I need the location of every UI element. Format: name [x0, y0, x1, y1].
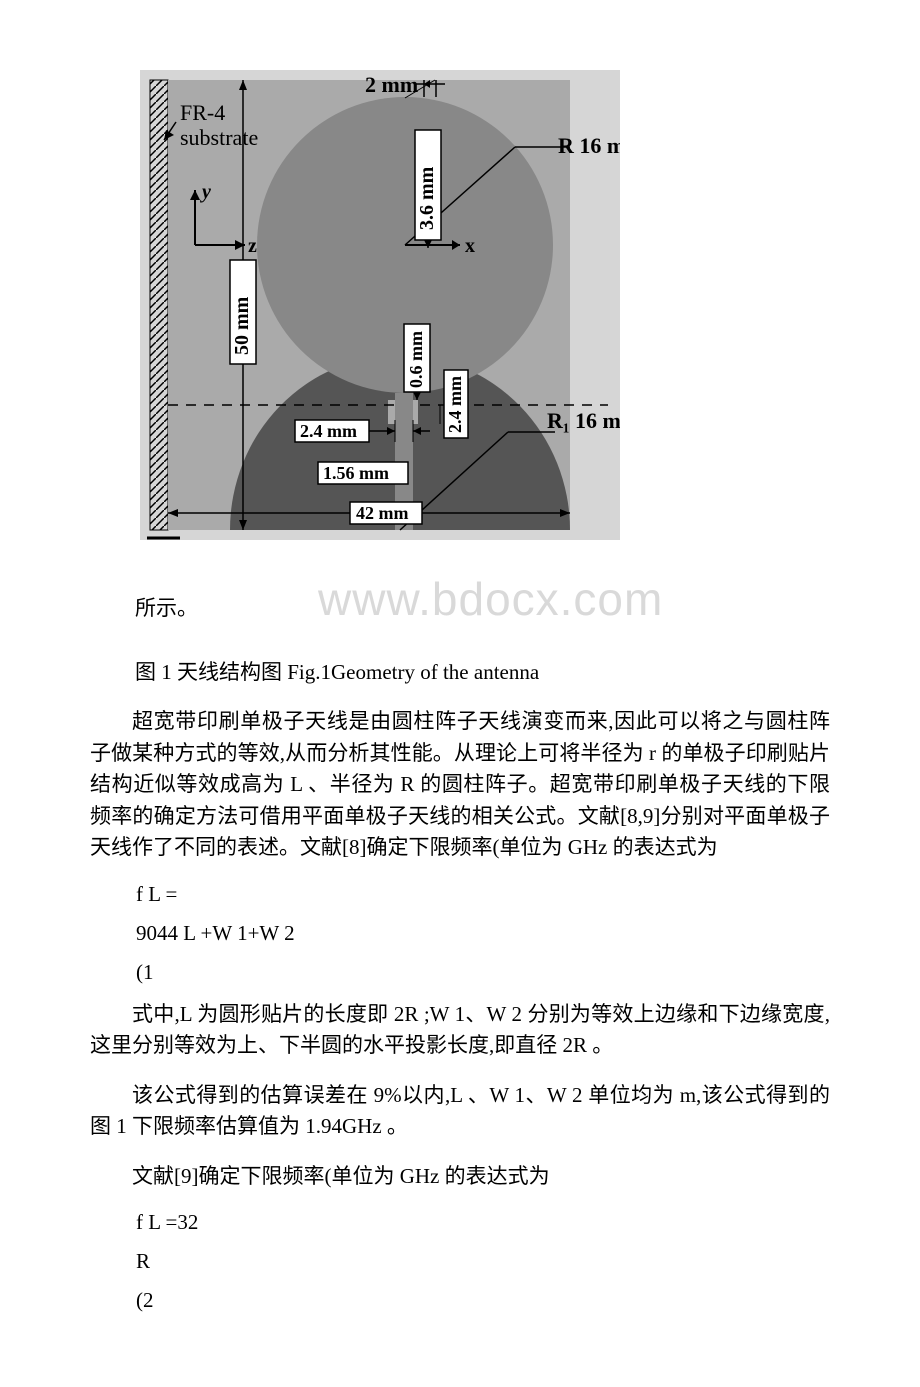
label-feed-h: 2.4 mm	[445, 376, 465, 433]
watermark: www.bdocx.com	[318, 572, 663, 626]
label-height: 50 mm	[231, 296, 253, 355]
label-radius-bot: R₁ 16 mm	[547, 408, 620, 433]
caption-pre: 所示。	[135, 592, 198, 622]
label-substrate2: substrate	[180, 125, 258, 150]
paragraph-4: 文献[9]确定下限频率(单位为 GHz 的表达式为	[90, 1161, 830, 1193]
formula-2b: R	[136, 1249, 830, 1274]
antenna-svg: x FR-4 substrate y z 2 mm R 16 mm	[140, 70, 620, 540]
paragraph-1: 超宽带印刷单极子天线是由圆柱阵子天线演变而来,因此可以将之与圆柱阵子做某种方式的…	[90, 706, 830, 864]
label-substrate1: FR-4	[180, 100, 225, 125]
paragraph-2: 式中,L 为圆形贴片的长度即 2R ;W 1、W 2 分别为等效上边缘和下边缘宽…	[90, 999, 830, 1062]
label-gap-mid: 0.6 mm	[406, 331, 426, 388]
formula-2c: (2	[136, 1288, 830, 1313]
label-inner-up: 3.6 mm	[416, 166, 438, 230]
formula-1c: (1	[136, 960, 830, 985]
figure-caption: 图 1 天线结构图 Fig.1Geometry of the antenna	[135, 656, 830, 686]
formula-1b: 9044 L +W 1+W 2	[136, 921, 830, 946]
label-width: 42 mm	[356, 503, 409, 523]
paragraph-3: 该公式得到的估算误差在 9%以内,L 、W 1、W 2 单位均为 m,该公式得到…	[90, 1080, 830, 1143]
label-feed-w: 2.4 mm	[300, 421, 357, 441]
svg-text:x: x	[465, 235, 475, 257]
axis-y: y	[200, 181, 211, 203]
label-sub-thick: 1.56 mm	[323, 463, 389, 483]
formula-2a: f L =32	[136, 1210, 830, 1235]
label-top-gap: 2 mm	[365, 72, 418, 97]
antenna-figure: x FR-4 substrate y z 2 mm R 16 mm	[140, 70, 830, 540]
label-radius-top: R 16 mm	[558, 133, 620, 158]
formula-1a: f L =	[136, 882, 830, 907]
axis-z: z	[248, 235, 257, 257]
